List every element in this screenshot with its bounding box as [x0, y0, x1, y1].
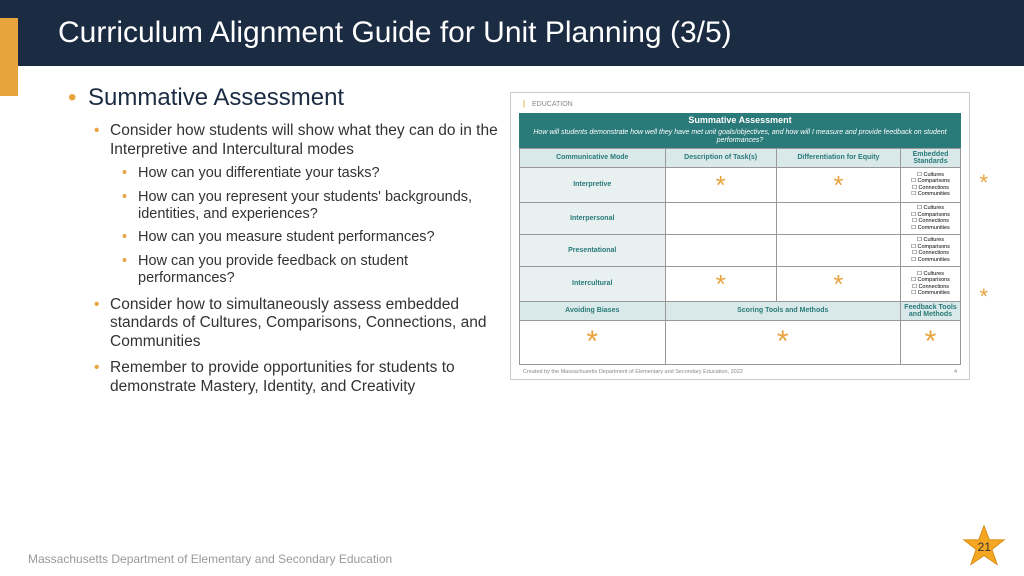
side-star-marker: * [979, 284, 988, 310]
bullet-list: Consider how students will show what the… [88, 122, 510, 397]
row-label: Interpretive [520, 167, 666, 202]
thumb-subtitle: How will students demonstrate how well t… [519, 127, 961, 148]
logo: EDUCATION [519, 99, 961, 109]
sub-bullet: How can you measure student performances… [138, 229, 500, 246]
standards-cell: ☐ Cultures☐ Comparisons☐ Connections☐ Co… [901, 202, 961, 234]
credit-num: 4 [954, 369, 957, 375]
accent-stripe [0, 18, 18, 96]
table-row: Interpersonal ☐ Cultures☐ Comparisons☐ C… [520, 202, 961, 234]
table-row: Presentational ☐ Cultures☐ Comparisons☐ … [520, 234, 961, 266]
star-marker: * [665, 320, 900, 364]
bullet-text: Consider how students will show what the… [110, 122, 498, 158]
row-label: Presentational [520, 234, 666, 266]
standards-cell: ☐ Cultures☐ Comparisons☐ Connections☐ Co… [901, 234, 961, 266]
standards-cell: ☐ Cultures☐ Comparisons☐ Connections☐ Co… [901, 266, 961, 301]
star-marker: * [901, 320, 961, 364]
sub-bullet: How can you provide feedback on student … [138, 253, 500, 288]
bullet-item: Consider how to simultaneously assess em… [110, 296, 510, 352]
row-label: Intercultural [520, 266, 666, 301]
standards-cell: ☐ Cultures☐ Comparisons☐ Connections☐ Co… [901, 167, 961, 202]
col-header: Embedded Standards [901, 148, 961, 167]
star-marker: * [776, 266, 900, 301]
col-header: Communicative Mode [520, 148, 666, 167]
footer-text: Massachusetts Department of Elementary a… [28, 552, 392, 566]
star-marker: * [520, 320, 666, 364]
bullet-item: Remember to provide opportunities for st… [110, 359, 510, 396]
sub-bullet: How can you differentiate your tasks? [138, 165, 500, 182]
star-marker: * [665, 266, 776, 301]
right-column: EDUCATION Summative Assessment How will … [510, 84, 1000, 405]
sub-bullet-list: How can you differentiate your tasks? Ho… [110, 165, 500, 287]
bottom-star-row: * * * [520, 320, 961, 364]
header-bar: Curriculum Alignment Guide for Unit Plan… [0, 0, 1024, 66]
sub-bullet: How can you represent your students' bac… [138, 189, 500, 224]
main-heading: Summative Assessment [88, 84, 510, 112]
assessment-table: Communicative Mode Description of Task(s… [519, 148, 961, 365]
bottom-col: Scoring Tools and Methods [665, 301, 900, 320]
table-header-row: Communicative Mode Description of Task(s… [520, 148, 961, 167]
credit-line: Created by the Massachusetts Department … [519, 369, 961, 375]
star-marker: * [665, 167, 776, 202]
empty-cell [665, 234, 776, 266]
empty-cell [665, 202, 776, 234]
left-column: Summative Assessment Consider how studen… [0, 84, 510, 405]
col-header: Differentiation for Equity [776, 148, 900, 167]
credit-text: Created by the Massachusetts Department … [523, 369, 743, 375]
page-title: Curriculum Alignment Guide for Unit Plan… [58, 16, 732, 50]
page-number: 21 [978, 540, 991, 554]
bottom-header-row: Avoiding Biases Scoring Tools and Method… [520, 301, 961, 320]
content-area: Summative Assessment Consider how studen… [0, 66, 1024, 405]
side-star-marker: * [979, 170, 988, 196]
bottom-col: Feedback Tools and Methods [901, 301, 961, 320]
thumb-title: Summative Assessment [519, 113, 961, 127]
empty-cell [776, 234, 900, 266]
table-row: Interpretive * * ☐ Cultures☐ Comparisons… [520, 167, 961, 202]
table-row: Intercultural * * ☐ Cultures☐ Comparison… [520, 266, 961, 301]
star-marker: * [776, 167, 900, 202]
empty-cell [776, 202, 900, 234]
bullet-item: Consider how students will show what the… [110, 122, 510, 288]
logo-text: EDUCATION [532, 101, 573, 108]
torch-icon [519, 99, 529, 109]
row-label: Interpersonal [520, 202, 666, 234]
bottom-col: Avoiding Biases [520, 301, 666, 320]
document-thumbnail: EDUCATION Summative Assessment How will … [510, 92, 970, 380]
col-header: Description of Task(s) [665, 148, 776, 167]
